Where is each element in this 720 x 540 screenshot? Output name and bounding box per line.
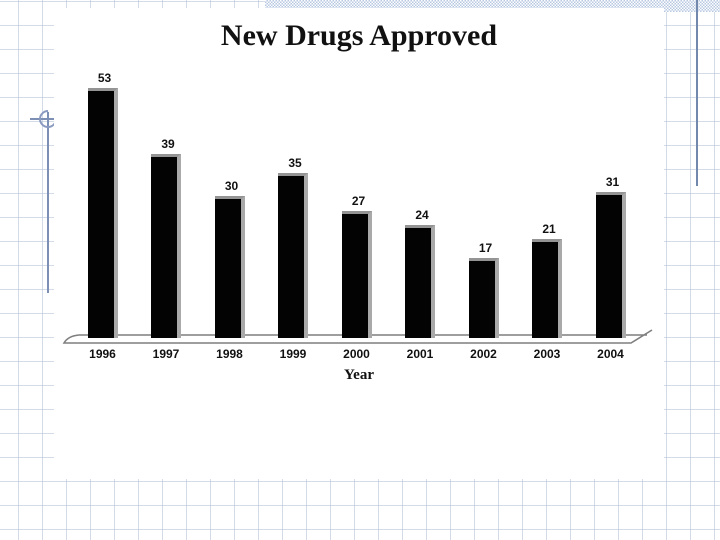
x-tick-label: 2003 [533, 347, 561, 361]
bar-1999 [278, 173, 308, 338]
bar-value-label: 17 [478, 241, 493, 255]
bar-value-label: 27 [351, 194, 366, 208]
bar-value-label: 35 [288, 156, 302, 170]
compass-plumb-line [47, 112, 49, 293]
bar-2003 [532, 239, 562, 338]
bar-2001 [405, 225, 435, 338]
x-tick-label: 1996 [89, 347, 116, 361]
bar-2000 [341, 211, 372, 338]
bar-2002 [468, 258, 499, 338]
x-tick-label: 1999 [279, 347, 307, 361]
compass-crosshair-line [30, 118, 63, 120]
bar-value-label: 53 [97, 71, 112, 85]
floor-outline [62, 329, 653, 344]
x-tick-label: 2004 [597, 347, 624, 361]
x-tick-label: 2000 [343, 347, 370, 361]
right-vertical-rule [696, 0, 698, 186]
bar-1998 [214, 196, 245, 338]
bar-value-label: 21 [542, 222, 556, 236]
bar-value-label: 39 [161, 137, 175, 151]
bar-1996 [87, 88, 118, 338]
chart-panel: New Drugs Approved 53 1996 39 1997 30 1998 35 1… [54, 8, 664, 479]
chart-title: New Drugs Approved [220, 19, 498, 52]
chart-floor [62, 329, 653, 344]
x-axis-title: Year [344, 367, 374, 383]
bar-value-label: 24 [415, 208, 429, 222]
bar-1997 [151, 154, 181, 338]
bar-value-label: 30 [224, 179, 239, 193]
x-tick-label: 2002 [470, 347, 497, 361]
x-tick-label: 2001 [406, 347, 434, 361]
bar-value-label: 31 [605, 175, 620, 189]
x-tick-label: 1997 [152, 347, 180, 361]
bar-2004 [595, 192, 626, 338]
x-tick-label: 1998 [216, 347, 243, 361]
